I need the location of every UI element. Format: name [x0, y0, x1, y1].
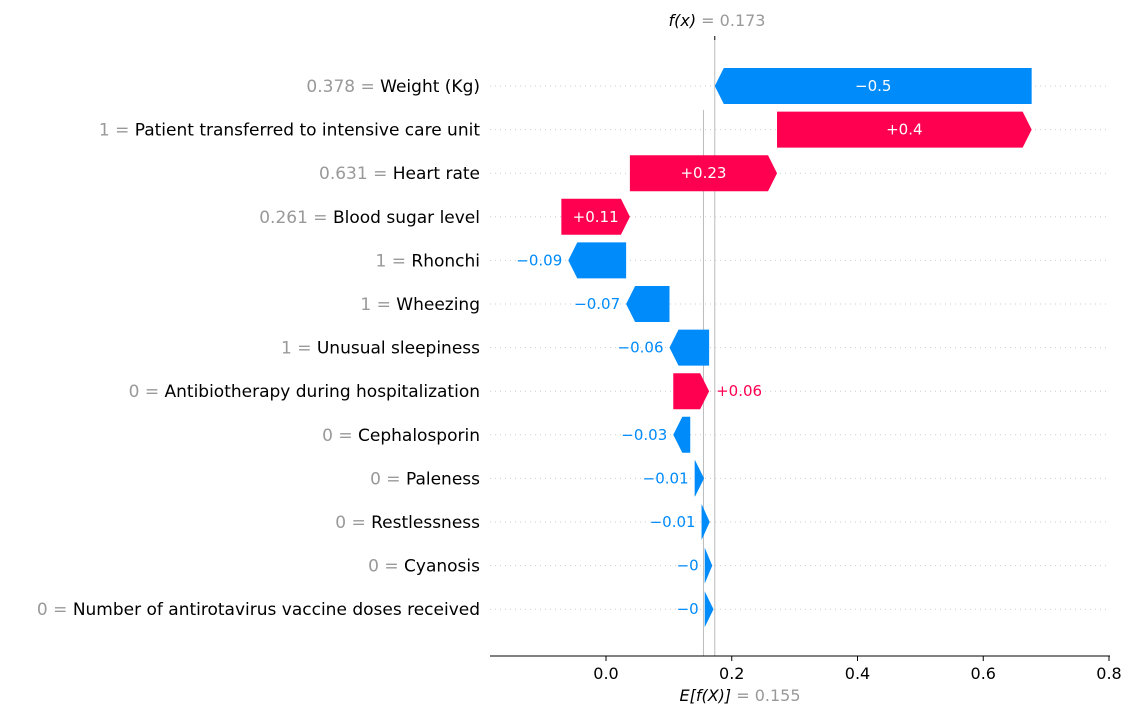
feature-label: 1 = Patient transferred to intensive car… [99, 121, 480, 141]
feature-label: 0 = Cephalosporin [322, 426, 480, 446]
bar-negative [626, 286, 670, 322]
bar-negative [694, 460, 705, 497]
equals-sign: = [346, 513, 371, 533]
equals-sign: = [139, 382, 164, 402]
bars: −0.5 +0.4 +0.23 +0.11 −0.09 −0.07 −0.06 +0.06 −0… [516, 68, 1032, 628]
equals-sign: = [381, 469, 406, 489]
base-value: 0.155 [755, 686, 801, 705]
feature-name: Paleness [406, 469, 480, 489]
feature-label: 0 = Cyanosis [368, 557, 480, 577]
bar-value-label: −0.09 [516, 251, 562, 269]
equals-sign: = [308, 208, 333, 228]
x-tick-label: 0.8 [1096, 664, 1121, 683]
feature-label: 1 = Wheezing [360, 295, 480, 315]
equals-sign: = [355, 77, 380, 97]
bar-value-label: +0.4 [886, 121, 922, 139]
bar-value-label: −0.07 [574, 295, 620, 313]
feature-label: 0 = Number of antirotavirus vaccine dose… [37, 600, 480, 620]
feature-value: 0 [37, 600, 48, 620]
equals-sign: = [48, 600, 73, 620]
bar-value-label: −0.06 [618, 339, 664, 357]
feature-labels: 0.378 = Weight (Kg) 1 = Patient transferr… [37, 77, 480, 620]
feature-value: 0.261 [259, 208, 308, 228]
feature-name: Restlessness [371, 513, 480, 533]
bar-value-label: −0.5 [855, 77, 891, 95]
feature-name: Rhonchi [411, 251, 480, 271]
feature-name: Weight (Kg) [380, 77, 480, 97]
feature-label: 0 = Antibiotherapy during hospitalizatio… [129, 382, 480, 402]
bar-value-label: −0 [677, 600, 699, 618]
base-label: E[f(X)] [679, 686, 731, 705]
feature-value: 0 [370, 469, 381, 489]
bar-value-label: +0.11 [573, 208, 619, 226]
fx-value: 0.173 [720, 11, 766, 30]
feature-value: 1 [360, 295, 371, 315]
x-tick-label: 0.6 [971, 664, 996, 683]
bar-value-label: −0 [677, 557, 699, 575]
bar-value-label: −0.01 [643, 469, 689, 487]
equals-sign: = [368, 164, 393, 184]
feature-label: 0.631 = Heart rate [319, 164, 480, 184]
x-tick-label: 0.4 [845, 664, 870, 683]
feature-value: 0 [368, 557, 379, 577]
equals-sign: = [379, 557, 404, 577]
feature-name: Cephalosporin [358, 426, 480, 446]
feature-label: 1 = Unusual sleepiness [281, 339, 480, 359]
equals-sign: = [333, 426, 358, 446]
x-tick-label: 0.0 [593, 664, 618, 683]
equals-sign: = [110, 121, 135, 141]
bar-positive [561, 198, 630, 235]
bar-positive [629, 155, 778, 192]
feature-value: 0.378 [306, 77, 355, 97]
feature-value: 0 [335, 513, 346, 533]
feature-label: 0 = Restlessness [335, 513, 480, 533]
x-tick-label: 0.2 [719, 664, 744, 683]
feature-label: 0.261 = Blood sugar level [259, 208, 480, 228]
feature-value: 0 [129, 382, 140, 402]
bar-negative [704, 591, 714, 628]
base-annotation: E[f(X)] = 0.155 [679, 686, 800, 705]
equals-sign: = [371, 295, 396, 315]
feature-name: Antibiotherapy during hospitalization [165, 382, 481, 402]
feature-name: Unusual sleepiness [317, 339, 480, 359]
feature-name: Heart rate [393, 164, 480, 184]
equals-sign: = [292, 339, 317, 359]
bar-positive [777, 111, 1032, 148]
bar-negative [568, 242, 627, 279]
feature-name: Blood sugar level [333, 208, 480, 228]
bar-negative [704, 547, 713, 584]
bar-positive [673, 373, 710, 410]
bar-negative [714, 68, 1032, 104]
feature-label: 0 = Paleness [370, 469, 480, 489]
bar-value-label: −0.01 [650, 513, 696, 531]
fx-annotation: f(x) = 0.173 [669, 11, 766, 30]
feature-label: 0.378 = Weight (Kg) [306, 77, 480, 97]
feature-name: Number of antirotavirus vaccine doses re… [73, 600, 480, 620]
bar-negative [701, 504, 710, 540]
fx-label: f(x) [669, 11, 697, 30]
feature-label: 1 = Rhonchi [376, 251, 481, 271]
feature-value: 0 [322, 426, 333, 446]
equals-sign: = [386, 251, 411, 271]
bar-negative [673, 416, 691, 453]
bar-value-label: +0.06 [716, 382, 762, 400]
bar-value-label: −0.03 [621, 426, 667, 444]
bar-negative [669, 329, 710, 366]
grid-layer [490, 85, 1110, 610]
feature-value: 1 [281, 339, 292, 359]
feature-name: Patient transferred to intensive care un… [135, 121, 481, 141]
feature-name: Wheezing [396, 295, 480, 315]
x-axis: 0.0 0.2 0.4 0.6 0.8 [490, 655, 1122, 683]
feature-name: Cyanosis [404, 557, 480, 577]
bar-value-label: +0.23 [680, 164, 726, 182]
feature-value: 1 [376, 251, 387, 271]
feature-value: 0.631 [319, 164, 368, 184]
feature-value: 1 [99, 121, 110, 141]
